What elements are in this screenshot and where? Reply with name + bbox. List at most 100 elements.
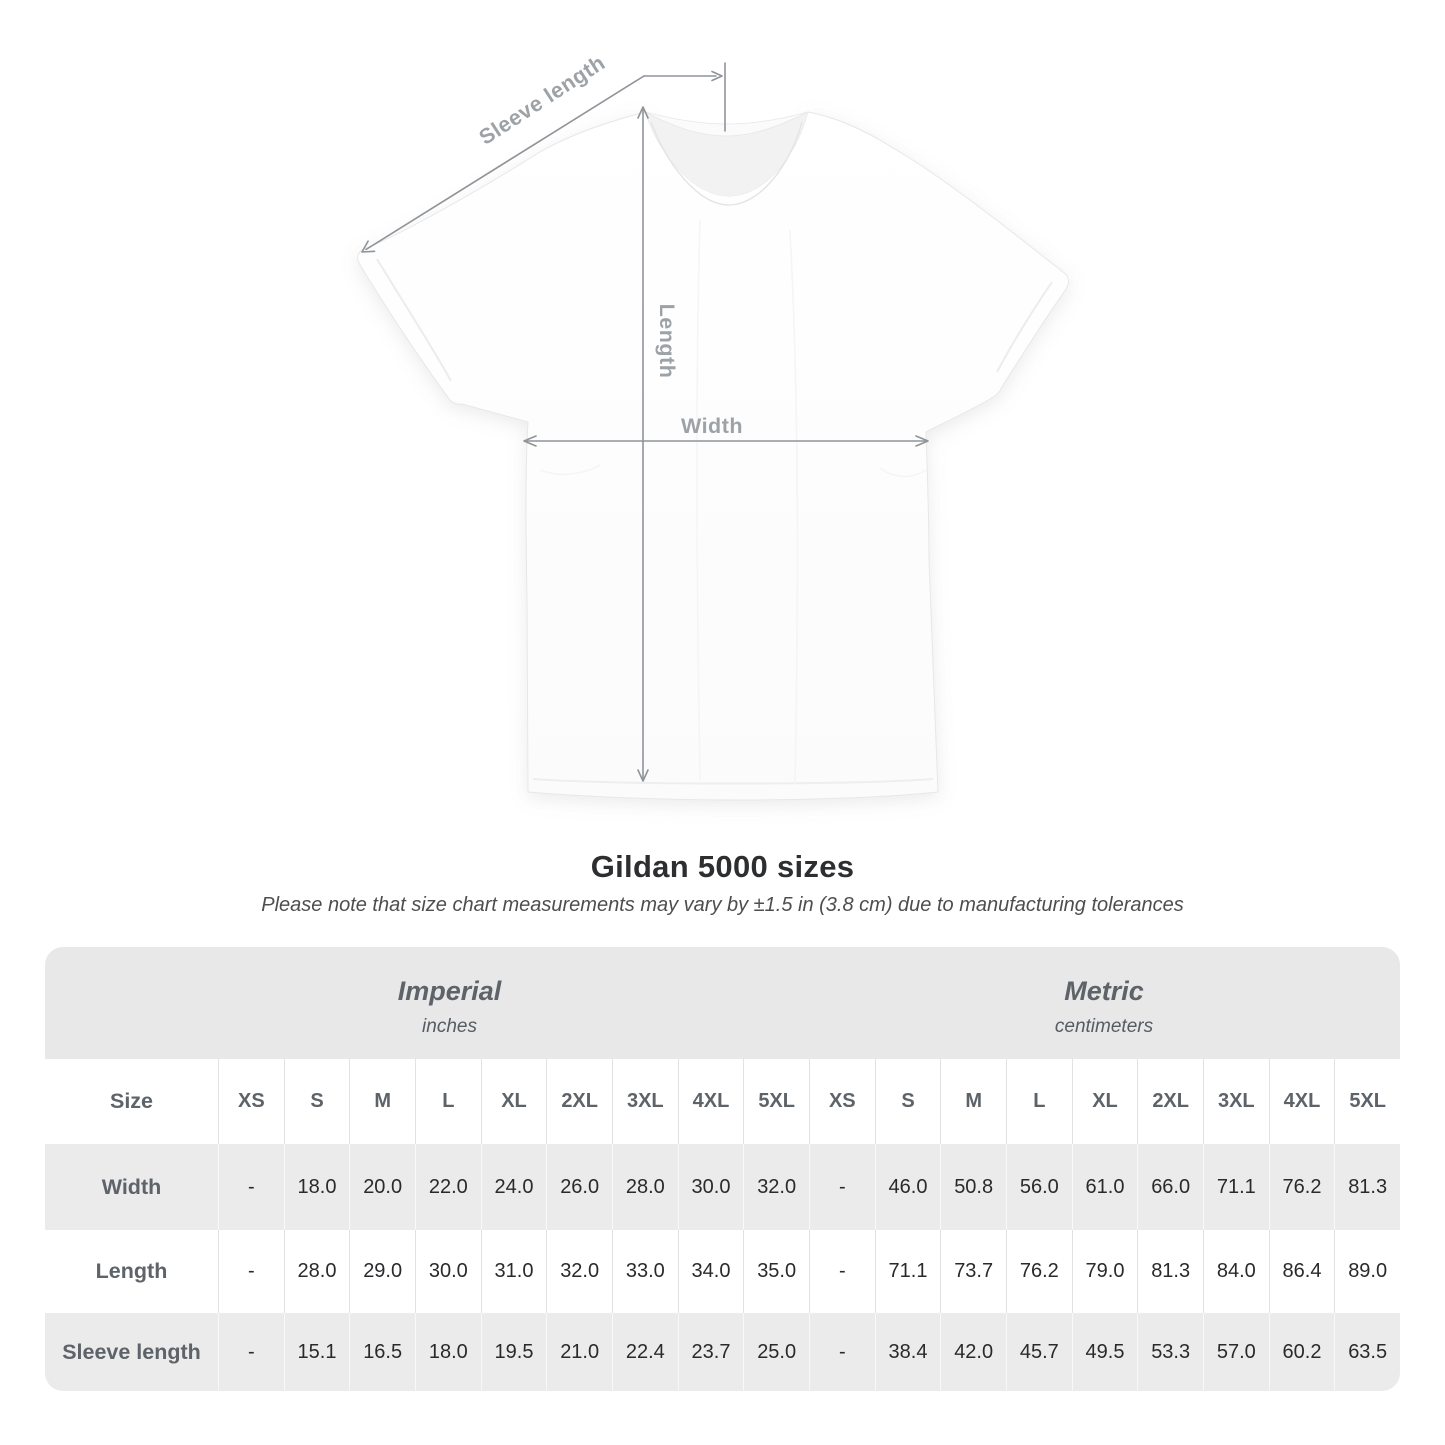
value-imperial-m: 20.0 [349, 1144, 415, 1230]
size-col-metric-s: S [874, 1059, 941, 1144]
size-col-imperial-m: M [349, 1059, 415, 1144]
value-metric-xl: 61.0 [1071, 1144, 1138, 1230]
value-imperial-s: 28.0 [283, 1230, 350, 1313]
tshirt-illustration [357, 111, 1069, 801]
value-imperial-s: 18.0 [283, 1144, 350, 1230]
value-metric-xs: - [808, 1230, 875, 1313]
tshirt-body [357, 111, 1069, 801]
size-col-metric-m: M [940, 1059, 1006, 1144]
imperial-unit-label: inches [422, 1016, 477, 1037]
value-imperial-l: 30.0 [414, 1230, 481, 1313]
value-imperial-l: 18.0 [414, 1313, 481, 1391]
width-label: Width [681, 414, 743, 438]
size-col-metric-2xl: 2XL [1137, 1059, 1203, 1144]
value-imperial-4xl: 34.0 [677, 1230, 744, 1313]
sleeve-length-diagonal-line [365, 75, 645, 251]
value-metric-4xl: 60.2 [1268, 1313, 1335, 1391]
value-metric-l: 76.2 [1005, 1230, 1072, 1313]
value-imperial-xl: 19.5 [480, 1313, 547, 1391]
size-col-metric-l: L [1005, 1059, 1072, 1144]
size-col-imperial-4xl: 4XL [677, 1059, 744, 1144]
size-col-imperial-l: L [414, 1059, 481, 1144]
sleeve-length-row-label: Sleeve length [62, 1339, 201, 1364]
value-metric-3xl: 57.0 [1202, 1313, 1269, 1391]
value-metric-m: 42.0 [940, 1313, 1006, 1391]
value-imperial-l: 22.0 [414, 1144, 481, 1230]
value-metric-s: 46.0 [874, 1144, 941, 1230]
size-header-cell: Size [109, 1089, 154, 1113]
value-metric-xs: - [808, 1313, 875, 1391]
length-label: Length [655, 304, 679, 379]
metric-label: Metric [1064, 976, 1144, 1006]
value-imperial-4xl: 30.0 [677, 1144, 744, 1230]
value-imperial-4xl: 23.7 [677, 1313, 744, 1391]
size-col-imperial-2xl: 2XL [546, 1059, 612, 1144]
value-imperial-s: 15.1 [283, 1313, 350, 1391]
value-metric-4xl: 76.2 [1268, 1144, 1335, 1230]
size-header-row: Size XS S M L XL 2XL 3XL 4XL 5XL XS S M L XL 2XL 3XL 4XL… [45, 1059, 1400, 1144]
metric-header: Metric centimeters [808, 947, 1400, 1059]
value-metric-3xl: 71.1 [1202, 1144, 1269, 1230]
tshirt-creases [539, 219, 927, 786]
value-imperial-3xl: 22.4 [611, 1313, 678, 1391]
length-bottom-arrow [637, 769, 649, 782]
tshirt-hem-stitch [532, 778, 934, 785]
sleeve-length-end-arrow [361, 240, 376, 253]
value-imperial-3xl: 28.0 [611, 1144, 678, 1230]
size-col-imperial-xs: XS [218, 1059, 284, 1144]
size-col-metric-xs: XS [808, 1059, 875, 1144]
value-imperial-2xl: 32.0 [546, 1230, 612, 1313]
size-col-imperial-5xl: 5XL [743, 1059, 809, 1144]
size-col-metric-4xl: 4XL [1268, 1059, 1335, 1144]
value-metric-3xl: 84.0 [1202, 1230, 1269, 1313]
unit-header-band: Imperial inches Metric centimeters [45, 947, 1400, 1059]
value-imperial-m: 29.0 [349, 1230, 415, 1313]
value-metric-l: 56.0 [1005, 1144, 1072, 1230]
size-table: Imperial inches Metric centimeters Size … [45, 947, 1400, 1391]
value-metric-2xl: 53.3 [1137, 1313, 1203, 1391]
value-imperial-2xl: 21.0 [546, 1313, 612, 1391]
length-row: Length -28.0 29.0 30.0 31.0 32.0 33.0 34.0 35.0… [45, 1230, 1400, 1313]
value-imperial-5xl: 35.0 [743, 1230, 809, 1313]
value-metric-m: 50.8 [940, 1144, 1006, 1230]
value-metric-2xl: 66.0 [1137, 1144, 1203, 1230]
tshirt-left-sleeve-stitch [376, 258, 452, 382]
value-imperial-xl: 24.0 [480, 1144, 547, 1230]
value-imperial-xs: - [218, 1313, 284, 1391]
value-imperial-5xl: 25.0 [743, 1313, 809, 1391]
value-metric-l: 45.7 [1005, 1313, 1072, 1391]
sleeve-length-right-arrow [711, 70, 723, 82]
size-col-metric-5xl: 5XL [1334, 1059, 1400, 1144]
size-col-imperial-s: S [283, 1059, 350, 1144]
value-metric-xl: 49.5 [1071, 1313, 1138, 1391]
value-metric-m: 73.7 [940, 1230, 1006, 1313]
size-col-imperial-3xl: 3XL [611, 1059, 678, 1144]
value-imperial-xs: - [218, 1144, 284, 1230]
value-metric-xl: 79.0 [1071, 1230, 1138, 1313]
width-row: Width -18.0 20.0 22.0 24.0 26.0 28.0 30.0 32.0-… [45, 1144, 1400, 1230]
tshirt-right-sleeve-stitch [996, 281, 1053, 373]
metric-unit-label: centimeters [1054, 1016, 1154, 1037]
width-left-arrow [523, 435, 537, 447]
value-imperial-3xl: 33.0 [611, 1230, 678, 1313]
page-title: Gildan 5000 sizes [590, 849, 855, 884]
value-metric-s: 71.1 [874, 1230, 941, 1313]
size-col-metric-xl: XL [1071, 1059, 1138, 1144]
width-right-arrow [915, 435, 929, 447]
value-metric-5xl: 89.0 [1334, 1230, 1400, 1313]
value-imperial-m: 16.5 [349, 1313, 415, 1391]
tshirt-collar-opening [645, 112, 808, 196]
measurement-lines [361, 62, 929, 782]
length-top-arrow [637, 106, 649, 119]
value-metric-s: 38.4 [874, 1313, 941, 1391]
imperial-label: Imperial [397, 976, 502, 1006]
size-col-imperial-xl: XL [480, 1059, 547, 1144]
length-row-label: Length [95, 1259, 168, 1283]
tshirt-collar-stitch [650, 121, 803, 206]
value-imperial-5xl: 32.0 [743, 1144, 809, 1230]
value-metric-5xl: 81.3 [1334, 1144, 1400, 1230]
sleeve-length-row: Sleeve length -15.1 16.5 18.0 19.5 21.0 22.4 2… [45, 1313, 1400, 1391]
width-row-label: Width [101, 1174, 162, 1199]
imperial-header: Imperial inches [45, 947, 808, 1059]
value-metric-5xl: 63.5 [1334, 1313, 1400, 1391]
